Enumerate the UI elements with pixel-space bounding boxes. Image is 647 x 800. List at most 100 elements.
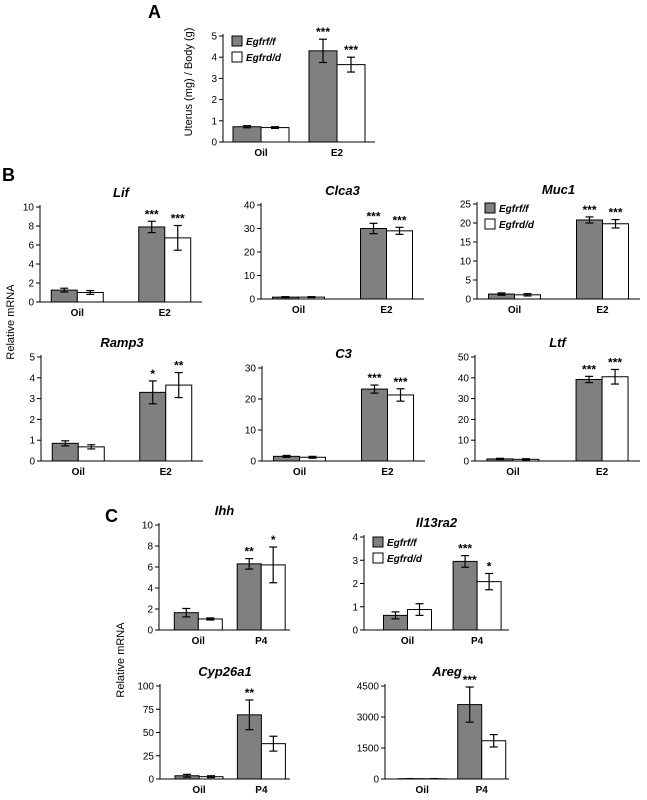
- y-tick-label: 30: [244, 224, 256, 235]
- legend-label-del: Egfrd/d: [499, 220, 535, 231]
- bar-del: [601, 376, 629, 462]
- chart-title: C3: [335, 346, 352, 361]
- chart-title: Lif: [113, 185, 131, 200]
- significance-label: *: [487, 560, 492, 574]
- y-tick-label: 10: [245, 426, 257, 437]
- bar-flox: [576, 219, 604, 300]
- y-tick-label: 0: [463, 457, 469, 468]
- y-tick-label: 1500: [357, 744, 380, 755]
- chart-title: Ramp3: [100, 335, 144, 350]
- x-tick-label: E2: [160, 467, 173, 478]
- significance-label: ***: [368, 371, 382, 385]
- y-tick-label: 20: [460, 219, 472, 230]
- bar-del: [602, 223, 630, 300]
- y-tick-label: 10: [142, 521, 154, 532]
- y-tick-label: 6: [147, 563, 153, 574]
- significance-label: ***: [344, 43, 358, 57]
- significance-label: *: [150, 367, 155, 381]
- significance-label: ***: [582, 362, 596, 376]
- y-tick-label: 10: [23, 203, 35, 214]
- y-tick-label: 20: [458, 415, 470, 426]
- x-tick-label: Oil: [293, 467, 307, 478]
- bar-del: [387, 394, 415, 462]
- x-tick-label: Oil: [292, 305, 306, 316]
- chart-title: Areg: [431, 664, 462, 679]
- chart-b-lif: Lif 0 2 4 6 8 10 Oil *** *** E2: [23, 185, 202, 319]
- bar-flox: [138, 226, 166, 303]
- y-tick-label: 0: [465, 295, 471, 306]
- y-tick-label: 20: [245, 395, 257, 406]
- significance-label: ***: [583, 203, 597, 217]
- y-axis-label-c: Relative mRNA: [115, 622, 127, 698]
- bar-del: [476, 581, 502, 631]
- y-tick-label: 1: [211, 116, 217, 127]
- y-tick-label: 0: [28, 298, 34, 309]
- legend-swatch-flox: [484, 202, 496, 214]
- legend-label-del: Egfrd/d: [387, 554, 423, 565]
- y-tick-label: 40: [458, 373, 470, 384]
- chart-title: Muc1: [542, 182, 575, 197]
- y-tick-label: 40: [244, 201, 256, 212]
- significance-label: ***: [458, 542, 472, 556]
- y-tick-label: 50: [458, 353, 470, 364]
- y-tick-label: 8: [28, 222, 34, 233]
- x-tick-label: Oil: [254, 148, 268, 159]
- chart-b-ltf: Ltf 0 10 20 30 40 50 Oil *** *** E2: [458, 335, 640, 478]
- x-tick-label: Oil: [401, 636, 415, 647]
- significance-label: ***: [367, 209, 381, 223]
- y-tick-label: 0: [250, 457, 256, 468]
- significance-label: *: [271, 533, 276, 547]
- bar-flox: [452, 560, 478, 631]
- bar-del: [260, 127, 290, 143]
- legend-swatch-del: [231, 51, 243, 63]
- x-tick-label: E2: [596, 305, 609, 316]
- legend-label-flox: Egfrf/f: [499, 204, 530, 215]
- y-tick-label: 50: [143, 728, 155, 739]
- y-tick-label: 4: [147, 584, 153, 595]
- bar-flox: [575, 378, 603, 462]
- x-tick-label: Oil: [506, 467, 520, 478]
- x-tick-label: E2: [596, 467, 609, 478]
- legend-swatch-flox: [231, 35, 243, 47]
- chart-c-cyp26a1: Cyp26a1 0 25 50 75 100 Oil ** P4: [137, 664, 290, 796]
- significance-label: **: [245, 545, 255, 559]
- y-tick-label: 8: [147, 542, 153, 553]
- significance-label: **: [245, 686, 255, 700]
- significance-label: ***: [394, 375, 408, 389]
- y-axis-label-b: Relative mRNA: [5, 284, 17, 360]
- x-tick-label: E2: [381, 467, 394, 478]
- chart-a-uterus: 0 1 2 3 4 5 Oil *** *** E2 Egfrf/f Egfrd/d: [211, 25, 375, 159]
- panel-label-a: A: [148, 2, 161, 22]
- y-tick-label: 1: [352, 602, 358, 613]
- y-tick-label: 25: [460, 200, 472, 211]
- y-tick-label: 4: [29, 373, 35, 384]
- chart-title: Cyp26a1: [198, 664, 251, 679]
- y-tick-label: 25: [143, 751, 155, 762]
- y-tick-label: 20: [244, 248, 256, 259]
- panel-label-b: B: [2, 165, 15, 185]
- chart-title: Il13ra2: [416, 515, 458, 530]
- x-tick-label: P4: [471, 636, 484, 647]
- y-tick-label: 1: [29, 436, 35, 447]
- significance-label: ***: [316, 25, 330, 39]
- y-tick-label: 10: [458, 436, 470, 447]
- y-tick-label: 30: [245, 364, 257, 375]
- chart-title: Ihh: [215, 503, 235, 518]
- x-tick-label: Oil: [192, 785, 206, 796]
- bar-flox: [236, 563, 262, 631]
- legend-label-del: Egfrd/d: [246, 53, 282, 64]
- chart-b-c3: C3 0 10 20 30 Oil *** *** E2: [245, 346, 425, 478]
- bar-del: [386, 230, 414, 300]
- y-tick-label: 3: [211, 74, 217, 85]
- bar-flox: [232, 126, 262, 143]
- y-tick-label: 6: [28, 241, 34, 252]
- y-tick-label: 0: [249, 295, 255, 306]
- y-tick-label: 2: [147, 605, 153, 616]
- significance-label: ***: [393, 213, 407, 227]
- x-tick-label: E2: [159, 308, 172, 319]
- bar-flox: [361, 388, 389, 462]
- y-tick-label: 10: [460, 257, 472, 268]
- y-tick-label: 0: [211, 138, 217, 149]
- significance-label: ***: [608, 355, 622, 369]
